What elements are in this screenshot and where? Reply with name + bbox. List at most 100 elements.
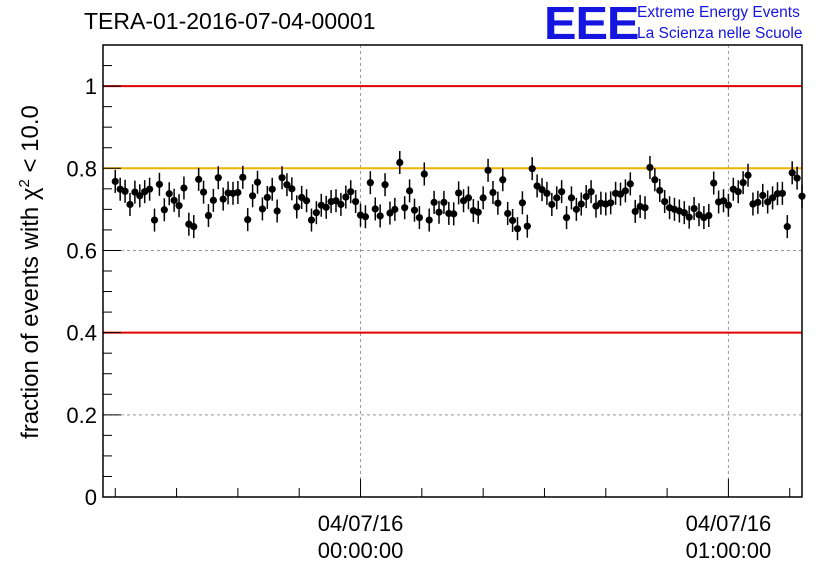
y-tick-label-2: 0.4 — [66, 321, 97, 346]
data-point-0-28 — [249, 192, 257, 200]
y-tick-label-5: 1 — [85, 74, 97, 99]
data-point-0-127 — [734, 188, 742, 196]
plot-frame — [102, 44, 803, 498]
data-point-0-51 — [361, 213, 370, 221]
data-point-0-136 — [778, 189, 786, 197]
data-point-0-65 — [430, 198, 438, 206]
data-point-0-59 — [401, 204, 409, 212]
data-point-0-33 — [273, 207, 281, 215]
data-point-0-29 — [253, 178, 262, 186]
data-point-0-91 — [558, 188, 566, 196]
data-point-0-78 — [494, 199, 502, 207]
data-point-0-90 — [553, 194, 561, 202]
data-point-0-36 — [288, 185, 296, 193]
data-point-0-57 — [391, 205, 399, 213]
data-point-0-63 — [420, 170, 428, 178]
data-point-0-110 — [651, 176, 659, 184]
data-point-0-75 — [479, 194, 487, 202]
y-axis-label-main: fraction of events with χ — [17, 187, 44, 439]
data-point-0-106 — [631, 207, 639, 216]
data-point-0-32 — [268, 185, 276, 193]
data-point-0-40 — [307, 216, 316, 224]
data-point-0-25 — [234, 188, 242, 197]
data-point-0-8 — [150, 216, 159, 224]
data-point-0-54 — [376, 212, 384, 220]
data-point-0-129 — [744, 171, 752, 179]
data-point-0-12 — [170, 196, 178, 204]
data-point-0-109 — [646, 163, 654, 172]
data-point-0-34 — [278, 174, 286, 182]
data-point-0-60 — [405, 187, 414, 195]
data-point-0-112 — [661, 197, 669, 206]
data-point-0-3 — [126, 200, 134, 209]
data-point-0-121 — [705, 211, 713, 220]
data-point-0-27 — [244, 216, 252, 224]
eee-logo: EEE Extreme Energy Events La Scienza nel… — [544, 0, 834, 49]
data-point-0-22 — [219, 195, 227, 203]
data-point-0-16 — [190, 223, 198, 231]
data-point-0-94 — [572, 205, 580, 213]
data-point-0-77 — [489, 188, 497, 197]
data-point-0-138 — [788, 169, 796, 177]
data-point-0-133 — [764, 198, 772, 206]
data-point-0-85 — [528, 165, 536, 173]
data-point-0-18 — [199, 188, 208, 196]
data-point-0-83 — [518, 199, 527, 207]
data-point-0-35 — [283, 181, 291, 189]
data-point-0-4 — [131, 188, 139, 196]
chart-title: TERA-01-2016-07-04-00001 — [84, 8, 376, 34]
data-point-0-89 — [548, 200, 556, 209]
data-point-0-10 — [160, 206, 168, 214]
data-point-0-48 — [347, 188, 355, 196]
data-point-0-14 — [180, 184, 188, 192]
data-point-0-76 — [484, 166, 492, 174]
data-point-0-81 — [508, 216, 517, 225]
data-point-0-72 — [464, 194, 473, 202]
data-point-0-39 — [302, 197, 311, 205]
y-tick-label-3: 0.6 — [66, 238, 97, 263]
data-point-0-17 — [195, 175, 203, 183]
data-point-0-21 — [214, 174, 222, 182]
y-tick-label-1: 0.2 — [66, 403, 97, 428]
x-tick-date-0: 04/07/16 — [318, 511, 404, 536]
data-point-0-26 — [239, 173, 247, 181]
data-point-0-79 — [499, 176, 507, 184]
x-tick-time-1: 01:00:00 — [686, 538, 772, 563]
data-point-0-20 — [209, 196, 217, 204]
data-point-0-80 — [504, 209, 512, 218]
data-point-0-56 — [386, 209, 394, 217]
data-point-0-37 — [293, 203, 301, 211]
data-point-0-93 — [567, 194, 576, 202]
data-point-0-47 — [342, 193, 350, 201]
data-point-0-122 — [710, 179, 718, 187]
data-point-0-111 — [656, 186, 664, 195]
data-point-0-46 — [337, 200, 345, 209]
data-point-0-132 — [759, 191, 767, 199]
data-point-0-67 — [440, 198, 448, 206]
y-axis-label: fraction of events with χ2 < 10.0 — [16, 105, 44, 439]
data-point-0-69 — [450, 210, 458, 218]
data-point-0-116 — [680, 209, 688, 217]
data-point-0-124 — [719, 197, 728, 205]
y-axis-label-superscript: 2 — [16, 179, 33, 187]
data-point-0-19 — [204, 211, 213, 220]
x-tick-time-0: 00:00:00 — [318, 538, 404, 563]
data-point-0-101 — [607, 199, 615, 207]
data-point-0-43 — [322, 203, 330, 211]
data-point-0-58 — [396, 158, 404, 167]
data-point-0-0 — [111, 177, 119, 186]
data-point-0-41 — [312, 209, 320, 217]
data-point-0-86 — [533, 182, 541, 190]
data-point-0-104 — [621, 187, 630, 195]
data-point-0-52 — [366, 179, 374, 187]
logo-mark: EEE — [544, 0, 639, 49]
data-point-0-74 — [474, 208, 482, 216]
data-point-0-97 — [587, 188, 595, 196]
data-point-0-31 — [263, 193, 271, 202]
data-point-0-108 — [641, 204, 649, 212]
data-point-0-30 — [258, 205, 267, 213]
data-point-0-131 — [754, 198, 762, 206]
data-point-0-2 — [121, 187, 129, 195]
data-point-0-70 — [455, 189, 463, 197]
